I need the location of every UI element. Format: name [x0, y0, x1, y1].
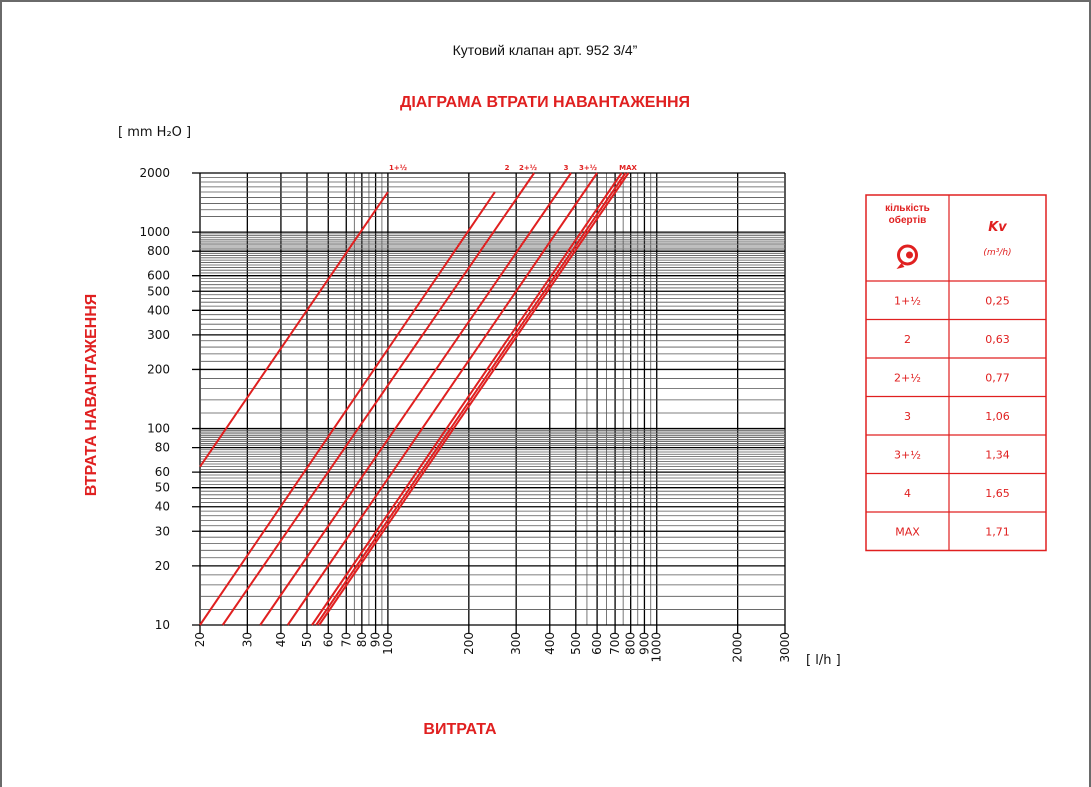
y-tick-label: 10	[155, 618, 170, 632]
x-tick-label: 2000	[731, 632, 745, 663]
x-tick-label: 600	[590, 632, 604, 655]
x-tick-label: 400	[543, 632, 557, 655]
x-tick-label: 300	[509, 632, 523, 655]
chart-title: ДІАГРАМА ВТРАТИ НАВАНТАЖЕННЯ	[400, 94, 690, 111]
kv-col1-header: кількість	[885, 203, 930, 214]
y-tick-label: 60	[155, 465, 170, 479]
y-axis-label: ВТРАТА НАВАНТАЖЕННЯ	[83, 294, 100, 497]
kv-row-value: 0,25	[985, 294, 1010, 307]
kv-row-turns: MAX	[895, 525, 920, 538]
y-tick-label: 300	[147, 328, 170, 342]
x-tick-label: 70	[339, 632, 353, 647]
series-line	[311, 172, 623, 626]
x-tick-label: 700	[608, 632, 622, 655]
kv-row-turns: 1+½	[894, 294, 921, 307]
y-tick-label: 1000	[139, 225, 170, 239]
y-tick-label: 50	[155, 481, 170, 495]
kv-col2-header: Kv	[988, 220, 1007, 235]
y-tick-label: 200	[147, 362, 170, 376]
x-axis-unit: [ l/h ]	[806, 653, 841, 668]
y-tick-label: 30	[155, 524, 170, 538]
series-label: MAX	[619, 164, 637, 172]
kv-row-value: 0,63	[985, 333, 1010, 346]
x-tick-label: 3000	[778, 632, 792, 663]
kv-col1-header-2: обертів	[889, 214, 927, 226]
y-axis-unit: [ mm H₂O ]	[118, 125, 191, 140]
kv-row-turns: 2	[904, 333, 911, 346]
y-tick-label: 20	[155, 559, 170, 573]
y-tick-label: 80	[155, 441, 170, 455]
series-line	[259, 172, 572, 626]
kv-col2-unit: (m³/h)	[983, 248, 1011, 258]
x-tick-label: 800	[624, 632, 638, 655]
kv-row-value: 1,06	[985, 410, 1010, 423]
series-labels: 1+½ 2 2+½ 3 3+½ 4 MAX	[389, 164, 637, 186]
rotation-knob-icon	[896, 244, 918, 269]
x-tick-label: 40	[274, 632, 288, 647]
kv-row-value: 1,34	[985, 448, 1010, 461]
kv-row-value: 0,77	[985, 371, 1010, 384]
series-label: 2+½	[519, 164, 537, 172]
x-tick-label: 20	[193, 632, 207, 647]
series-lines	[199, 172, 630, 626]
series-label: 4	[618, 178, 623, 186]
x-tick-label: 200	[462, 632, 476, 655]
x-axis-label: ВИТРАТА	[423, 721, 497, 738]
chart-subtitle: Кутовий клапан арт. 952 3/4”	[453, 42, 638, 58]
y-tick-label: 400	[147, 303, 170, 317]
kv-row-turns: 3	[904, 410, 911, 423]
chart-grid	[192, 172, 786, 633]
x-tick-label: 100	[381, 632, 395, 655]
series-line	[315, 172, 627, 626]
series-label: 3+½	[579, 164, 597, 172]
y-tick-label: 2000	[139, 166, 170, 180]
x-tick-label: 50	[300, 632, 314, 647]
kv-table-border	[865, 194, 1047, 552]
series-line-shadow	[318, 172, 630, 626]
series-label: 3	[564, 164, 569, 172]
y-tick-label: 800	[147, 244, 170, 258]
x-tick-label: 900	[637, 632, 651, 655]
x-tick-label: 1000	[650, 632, 664, 663]
series-line	[221, 172, 535, 626]
series-line	[199, 191, 496, 626]
series-line	[286, 172, 598, 626]
x-tick-label: 30	[240, 632, 254, 647]
x-tick-label: 500	[569, 632, 583, 655]
kv-row-turns: 3+½	[894, 448, 921, 461]
kv-row-turns: 2+½	[894, 371, 921, 384]
series-label: 2	[505, 164, 510, 172]
kv-row-value: 1,71	[985, 525, 1010, 538]
y-tick-label: 100	[147, 422, 170, 436]
y-tick-label: 500	[147, 284, 170, 298]
kv-row-turns: 4	[904, 487, 911, 500]
y-tick-label: 600	[147, 269, 170, 283]
x-tick-label: 80	[355, 632, 369, 647]
series-line	[199, 191, 389, 468]
y-tick-label: 40	[155, 500, 170, 514]
kv-row-value: 1,65	[985, 487, 1010, 500]
x-tick-label: 90	[369, 632, 383, 647]
series-label: 1+½	[389, 164, 407, 172]
x-tick-label: 60	[321, 632, 335, 647]
